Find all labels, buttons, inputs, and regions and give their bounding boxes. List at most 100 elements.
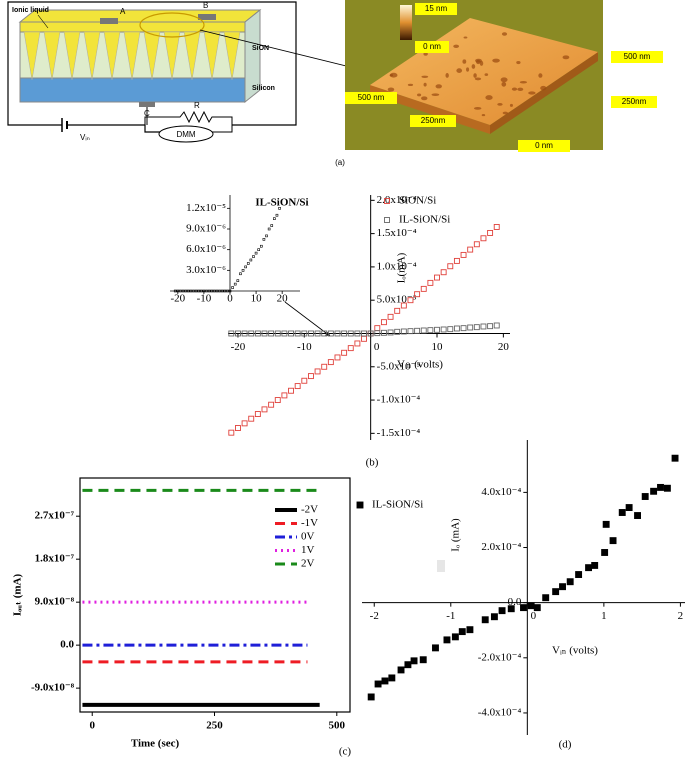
inset-point [202,289,206,293]
data-point [367,693,375,701]
label-box [345,92,397,104]
y-tick-label: 0.0 [60,639,74,651]
data-point [400,328,407,335]
pit [562,55,570,60]
pit [462,59,467,64]
inset-point [179,289,182,293]
x-tick-label: 0 [531,610,537,622]
label: 15 nm [425,4,448,13]
data-point [241,420,248,427]
inset-point [239,272,242,276]
label: 500 nm [624,52,651,61]
data-point [327,359,334,366]
data-point [354,340,361,347]
y-tick-label: -2.0x10⁻⁴ [478,651,522,663]
data-point [427,327,434,334]
label: 500 nm [358,93,385,102]
legend-label: 0V [301,531,315,543]
data-point [671,454,679,462]
data-point [542,594,550,602]
data-point [460,325,467,332]
wire [7,1,297,126]
pit [423,82,427,87]
data-point [527,602,535,610]
pit [417,93,422,97]
data-point [254,330,261,337]
y-tick-label: 1.0x10⁻⁴ [377,260,417,272]
label: Vᵢₙ [80,133,90,142]
afm-side [370,85,490,134]
pit [475,58,482,63]
pit [389,74,394,77]
data-point [248,415,255,422]
pore [203,31,221,81]
inset-point [173,289,177,293]
data-point [487,323,494,330]
data-point [314,330,321,337]
data-point [288,330,294,337]
inset-point [231,286,234,289]
inset-x-tick-label: -20 [170,293,185,305]
pit [492,58,500,63]
meter [158,125,214,143]
data-point [657,483,664,491]
y-axis-label: Iₒ(mA) [396,252,408,283]
data-point [601,549,609,556]
data-point [294,383,301,390]
pit [538,73,543,78]
data-point [493,224,500,230]
x-tick-label: 0 [374,341,380,353]
data-point [261,406,268,413]
data-point [407,297,414,304]
inset-y-tick-label: 9.0x10⁻⁶ [186,223,226,235]
inset-point [236,279,240,282]
data-point [507,605,515,613]
data-point [387,313,394,320]
artifact [437,560,445,572]
inset-point [265,234,268,238]
data-point [228,429,235,436]
data-point [354,330,361,337]
label: B [203,1,208,10]
inset-point [267,227,271,231]
data-point [440,326,447,333]
inset-point [249,258,253,262]
label: 250nm [421,116,446,125]
inset-y-tick-label: 1.2x10⁻⁵ [186,202,226,214]
pit [473,106,482,110]
pit [453,44,460,49]
label: Silicon [252,85,275,92]
pit [500,77,508,83]
x-tick-label: -10 [297,341,312,353]
data-point [634,512,641,519]
data-point [274,330,281,337]
data-point [490,613,498,621]
legend-label: IL-SiON/Si [399,214,450,226]
x-tick-label: 500 [329,720,346,732]
data-point [451,633,459,641]
inset-x-tick-label: 10 [251,293,263,305]
data-point [420,327,427,334]
x-tick-label: 1 [601,610,607,622]
data-point [487,229,494,236]
afm-image: 15 nm 0 nm 500 nm 500 nm 250nm 250nm 0 n… [345,0,663,152]
y-tick-label: 5.0x10⁻⁵ [377,294,417,306]
legend-label: -1V [301,517,318,529]
inset-point [273,217,276,220]
y-tick-label: 2.0x10⁻⁴ [481,541,521,553]
data-point [334,354,341,361]
device-diagram: Ionic liquid A B SiON Silicon C R DMM Vᵢ… [7,1,396,167]
pit [473,73,477,78]
inset-point [257,248,260,251]
y-tick-label: 0.0 [508,596,522,608]
data-point [301,377,308,384]
label: Ionic liquid [12,7,49,14]
data-point [434,326,440,333]
data-point [235,425,241,431]
legend-swatch [384,198,390,204]
legend-label: 2V [301,558,315,570]
inset-point [181,289,185,293]
pore [103,31,121,81]
y-tick-label: -5.0x10⁻⁵ [377,360,421,372]
x-axis-label: Time (sec) [131,738,180,750]
